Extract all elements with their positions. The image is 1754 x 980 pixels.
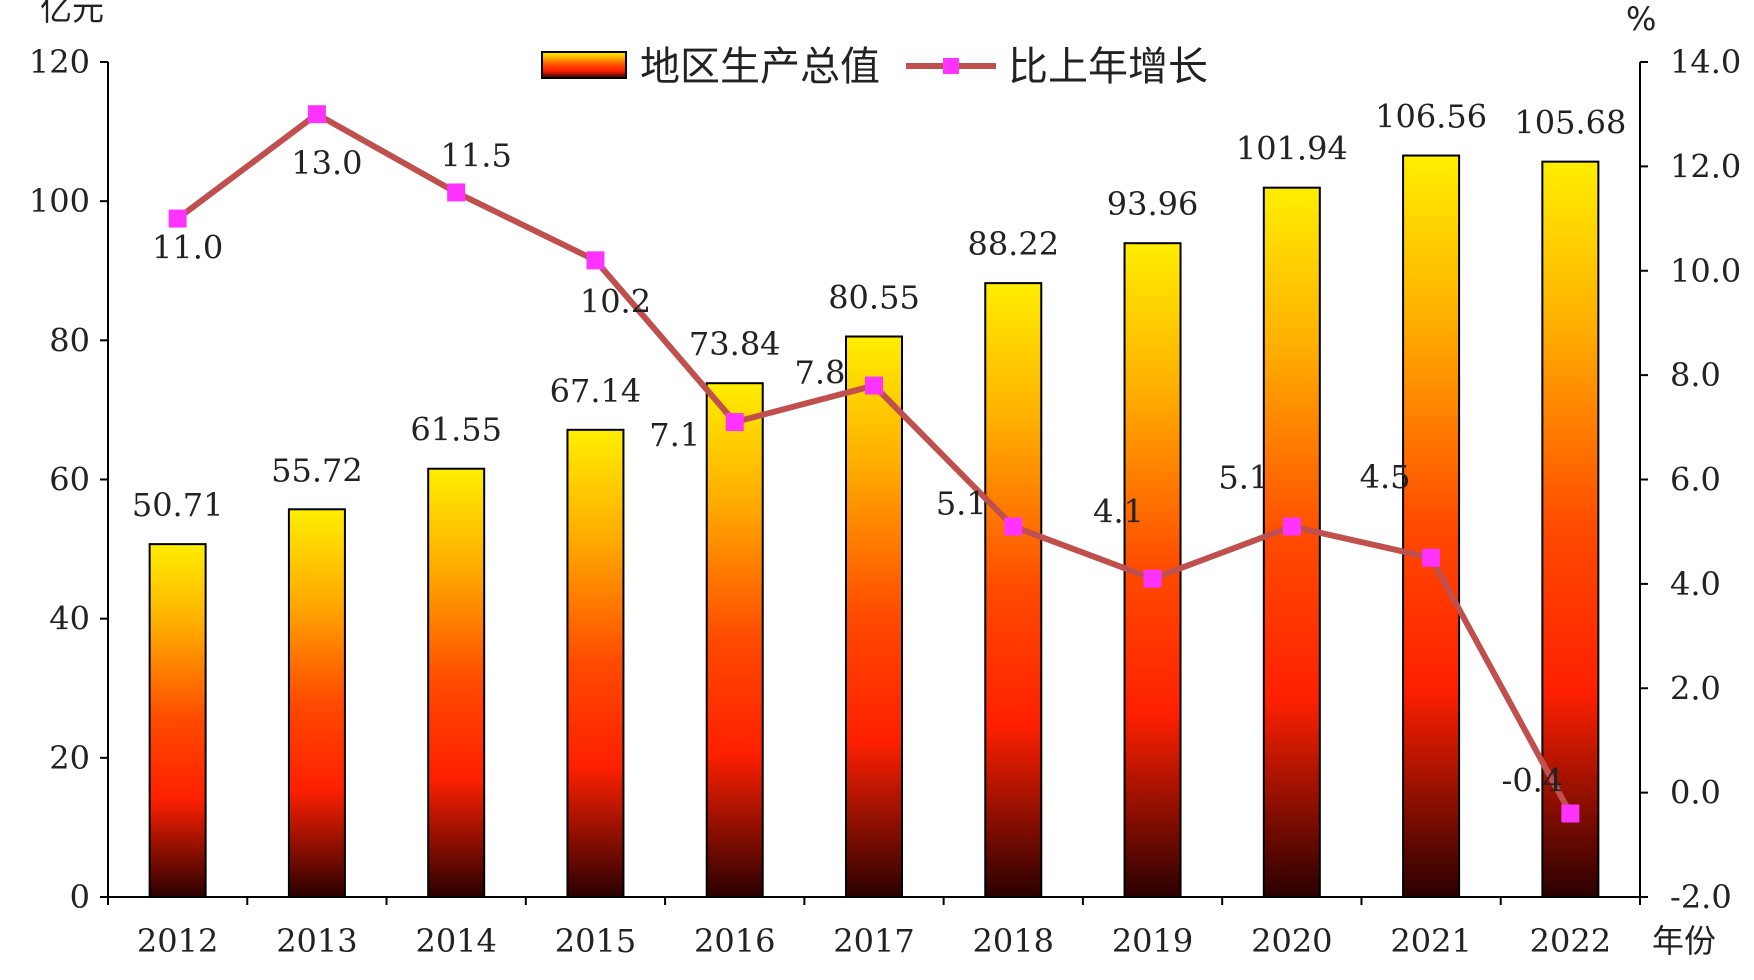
growth-point-2017 xyxy=(865,376,883,395)
bar-value-label: 67.14 xyxy=(550,372,642,410)
y-right-tick-label: 0.0 xyxy=(1670,774,1721,812)
legend-bar-swatch xyxy=(541,51,627,79)
growth-point-2022 xyxy=(1561,804,1580,823)
x-tick-label: 2019 xyxy=(1112,922,1193,960)
legend-bar-label: 地区生产总值 xyxy=(640,44,880,90)
bar-value-label: 105.68 xyxy=(1514,104,1626,142)
y-left-tick-label: 40 xyxy=(49,600,90,638)
bar-2016 xyxy=(705,382,764,898)
x-tick-label: 2013 xyxy=(276,922,357,960)
bar-value-label: 101.94 xyxy=(1236,130,1348,168)
legend-line-label: 比上年增长 xyxy=(1008,44,1208,90)
growth-point-2014 xyxy=(447,183,466,202)
y-left-tick-label: 60 xyxy=(49,461,90,499)
legend: 地区生产总值 比上年增长 xyxy=(541,44,1208,90)
bar-value-label: 88.22 xyxy=(967,225,1059,263)
bar-value-label: 50.71 xyxy=(132,486,224,524)
y-left-tick-label: 0 xyxy=(70,878,90,916)
growth-value-label: 7.1 xyxy=(649,416,700,454)
y-left-tick-label: 100 xyxy=(29,182,90,220)
bar-2021 xyxy=(1402,154,1461,898)
x-tick-label: 2020 xyxy=(1251,922,1332,960)
x-tick-label: 2016 xyxy=(694,922,775,960)
y-left-unit: 亿元 xyxy=(40,0,104,28)
bar-2020 xyxy=(1262,186,1321,899)
growth-point-2012 xyxy=(168,209,187,228)
bar-2018 xyxy=(984,282,1043,899)
y-left-tick-label: 120 xyxy=(29,43,90,81)
y-right-tick-label: 10.0 xyxy=(1670,252,1741,290)
bar-value-label: 93.96 xyxy=(1107,185,1199,223)
y-right-tick-label: 4.0 xyxy=(1670,565,1721,603)
growth-value-label: 11.0 xyxy=(152,229,223,267)
x-tick-label: 2012 xyxy=(137,922,218,960)
growth-point-2015 xyxy=(586,251,605,270)
growth-point-2018 xyxy=(1004,517,1023,536)
growth-value-label: -0.4 xyxy=(1502,762,1564,800)
x-tick-label: 2021 xyxy=(1390,922,1471,960)
bar-value-label: 106.56 xyxy=(1375,98,1487,136)
growth-point-2020 xyxy=(1282,517,1301,536)
x-tick-label: 2018 xyxy=(973,922,1054,960)
bar-2017 xyxy=(845,335,903,899)
growth-point-2016 xyxy=(725,413,744,432)
growth-value-label: 7.8 xyxy=(795,354,846,392)
x-tick-label: 2022 xyxy=(1530,922,1611,960)
growth-point-2013 xyxy=(307,105,326,124)
x-tick-label: 2015 xyxy=(555,922,636,960)
x-axis-unit: 年份 xyxy=(1652,922,1716,960)
growth-value-label: 11.5 xyxy=(441,136,512,174)
y-right-tick-label: 12.0 xyxy=(1670,147,1741,185)
growth-point-2019 xyxy=(1143,569,1162,588)
bar-value-label: 55.72 xyxy=(271,451,363,489)
bar-value-label: 73.84 xyxy=(689,325,781,363)
bar-2015 xyxy=(566,428,625,898)
y-right-tick-label: 6.0 xyxy=(1670,461,1721,499)
legend-line-marker xyxy=(943,58,959,74)
growth-value-label: 13.0 xyxy=(291,144,362,182)
bar-2013 xyxy=(287,508,346,898)
bar-value-label: 61.55 xyxy=(410,411,502,449)
growth-value-label: 5.1 xyxy=(936,484,987,522)
y-right-tick-label: 8.0 xyxy=(1670,356,1721,394)
growth-point-2021 xyxy=(1422,548,1441,567)
y-right-tick-label: 14.0 xyxy=(1670,43,1741,81)
x-tick-label: 2017 xyxy=(833,922,914,960)
y-right-tick-label: -2.0 xyxy=(1670,878,1732,916)
y-right-unit: % xyxy=(1626,0,1656,38)
growth-value-label: 5.1 xyxy=(1218,458,1269,496)
bar-value-label: 80.55 xyxy=(828,279,920,317)
growth-value-label: 4.5 xyxy=(1360,458,1411,496)
y-left-tick-label: 80 xyxy=(49,321,90,359)
x-tick-label: 2014 xyxy=(415,922,496,960)
y-right-tick-label: 2.0 xyxy=(1670,669,1721,707)
growth-value-label: 10.2 xyxy=(580,282,651,320)
growth-value-label: 4.1 xyxy=(1093,493,1144,531)
y-left-tick-label: 20 xyxy=(49,739,90,777)
bar-2014 xyxy=(427,467,486,898)
bar-2012 xyxy=(148,543,207,899)
